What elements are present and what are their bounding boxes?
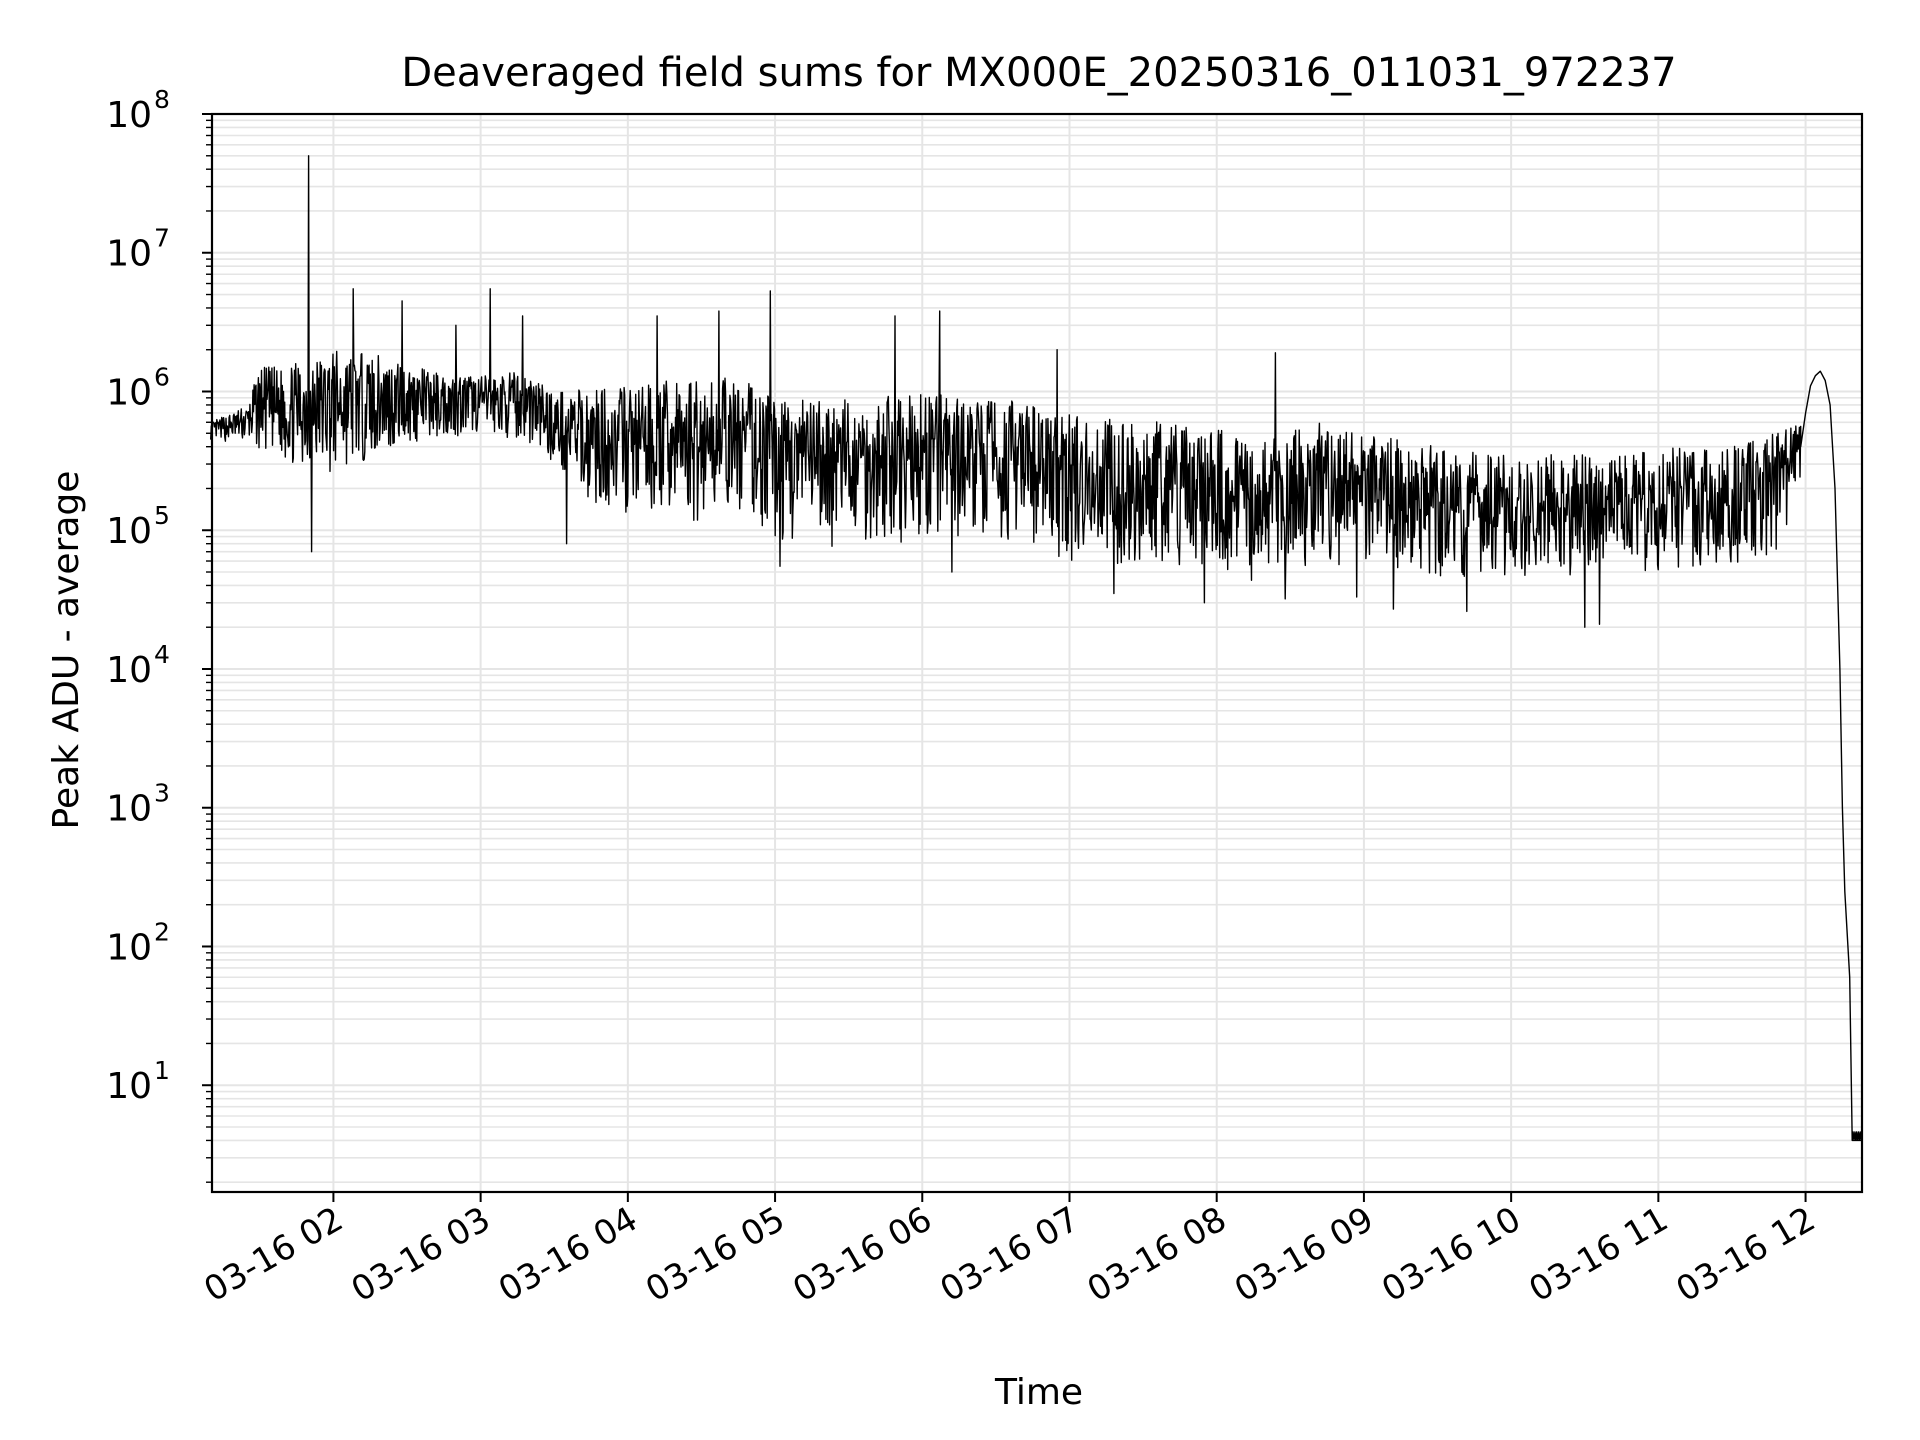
y-axis-label: Peak ADU - average (46, 471, 87, 830)
y-tick-label-exponent: 3 (154, 779, 170, 808)
y-tick-label: 10 (106, 234, 152, 275)
y-tick-label: 10 (106, 927, 152, 968)
y-tick-label-exponent: 8 (154, 85, 170, 114)
y-tick-label: 10 (106, 372, 152, 413)
x-axis-label: Time (994, 1372, 1083, 1413)
y-tick-label: 10 (106, 1066, 152, 1107)
y-tick-label-exponent: 2 (154, 917, 170, 946)
y-tick-label-exponent: 7 (154, 224, 170, 253)
plot-frame (210, 112, 1864, 1194)
y-tick-label: 10 (106, 650, 152, 691)
y-tick-label: 10 (106, 511, 152, 552)
y-tick-label-exponent: 4 (154, 640, 170, 669)
y-tick-label-exponent: 1 (154, 1056, 170, 1085)
y-tick-label: 10 (106, 95, 152, 136)
plot-area (210, 155, 1863, 1142)
y-tick-label-exponent: 5 (154, 501, 170, 530)
y-tick-label-exponent: 6 (154, 362, 170, 391)
y-tick-label: 10 (106, 789, 152, 830)
series-line (210, 155, 1863, 1142)
chart-title: Deaveraged field sums for MX000E_2025031… (401, 50, 1676, 96)
